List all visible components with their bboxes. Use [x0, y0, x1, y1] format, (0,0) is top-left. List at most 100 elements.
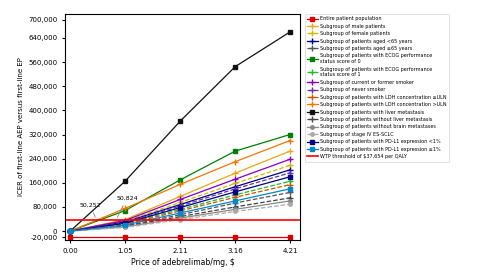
Text: 50,252: 50,252: [80, 202, 101, 217]
Subgroup of patients with liver metastasis: [178, 119, 184, 123]
Line: Subgroup of patients with ECOG performance
status score of 1: Subgroup of patients with ECOG performan…: [68, 179, 293, 234]
Subgroup of patients with PD-L1 expression ≥1%: [178, 211, 184, 215]
Subgroup of patients with LDH concentration >ULN: [178, 183, 184, 186]
Subgroup of female patients: [178, 201, 184, 204]
Subgroup of female patients: [67, 229, 73, 233]
Subgroup of never smoker: [232, 187, 238, 190]
Subgroup of patients aged ≥65 years: [287, 191, 293, 194]
Subgroup of patients with PD-L1 expression ≥1%: [232, 199, 238, 203]
Subgroup of male patients: [67, 229, 73, 233]
Subgroup of patients with LDH concentration >ULN: [287, 139, 293, 142]
Line: Entire patient population: Entire patient population: [68, 235, 292, 239]
Entire patient population: [67, 235, 73, 239]
Subgroup of patients with ECOG performance
status score of 0: [232, 149, 238, 153]
Line: Subgroup of male patients: Subgroup of male patients: [68, 148, 293, 234]
Subgroup of patients with PD-L1 expression <1%: [287, 175, 293, 178]
Subgroup of patients with ECOG performance
status score of 1: [67, 229, 73, 233]
Subgroup of patients with ECOG performance
status score of 1: [122, 222, 128, 225]
Text: 50,824: 50,824: [116, 195, 138, 217]
Subgroup of patients aged ≥65 years: [67, 229, 73, 233]
Subgroup of patients with LDH concentration >ULN: [67, 229, 73, 233]
Subgroup of patients with ECOG performance
status score of 0: [122, 209, 128, 212]
Subgroup of stage IV ES-SCLC: [232, 210, 238, 213]
Subgroup of current or former smoker: [122, 219, 128, 222]
Subgroup of patients with liver metastasis: [67, 229, 73, 233]
Subgroup of patients with liver metastasis: [287, 30, 293, 34]
Subgroup of patients without liver metastasis: [122, 225, 128, 228]
Subgroup of patients without brain metastases: [67, 229, 73, 233]
Subgroup of patients without brain metastases: [122, 225, 128, 229]
Subgroup of current or former smoker: [287, 158, 293, 161]
Subgroup of patients without liver metastasis: [178, 215, 184, 218]
Subgroup of patients aged <65 years: [287, 168, 293, 171]
Subgroup of patients aged <65 years: [178, 203, 184, 206]
Subgroup of patients without brain metastases: [178, 216, 184, 220]
Line: Subgroup of female patients: Subgroup of female patients: [68, 163, 293, 234]
Line: Subgroup of patients aged <65 years: Subgroup of patients aged <65 years: [68, 167, 293, 234]
Subgroup of female patients: [287, 164, 293, 167]
Subgroup of patients aged <65 years: [122, 220, 128, 224]
Subgroup of patients without liver metastasis: [67, 229, 73, 233]
Line: Subgroup of never smoker: Subgroup of never smoker: [68, 170, 293, 234]
Subgroup of patients without liver metastasis: [287, 196, 293, 200]
Subgroup of female patients: [122, 220, 128, 223]
Entire patient population: [178, 235, 184, 239]
Subgroup of patients with PD-L1 expression ≥1%: [122, 223, 128, 227]
Subgroup of never smoker: [67, 229, 73, 233]
Subgroup of patients without liver metastasis: [232, 205, 238, 209]
Subgroup of patients with LDH concentration >ULN: [122, 207, 128, 210]
Y-axis label: ICER of first-line AEP versus first-line EP: ICER of first-line AEP versus first-line…: [18, 57, 24, 197]
Subgroup of patients with LDH concentration ≤ULN: [178, 209, 184, 213]
Subgroup of stage IV ES-SCLC: [122, 226, 128, 229]
Subgroup of patients with liver metastasis: [232, 65, 238, 68]
Subgroup of patients with PD-L1 expression <1%: [178, 206, 184, 209]
Subgroup of patients with LDH concentration ≤ULN: [232, 196, 238, 199]
Subgroup of male patients: [178, 195, 184, 198]
Line: Subgroup of patients without liver metastasis: Subgroup of patients without liver metas…: [68, 195, 293, 234]
Subgroup of patients with LDH concentration ≤ULN: [122, 223, 128, 226]
Subgroup of patients with PD-L1 expression <1%: [232, 190, 238, 193]
Subgroup of patients with liver metastasis: [122, 180, 128, 183]
Subgroup of patients with PD-L1 expression <1%: [122, 222, 128, 225]
Subgroup of patients aged ≥65 years: [122, 224, 128, 227]
Subgroup of female patients: [232, 182, 238, 185]
Subgroup of patients without brain metastases: [232, 208, 238, 211]
Subgroup of patients with ECOG performance
status score of 1: [178, 208, 184, 211]
Entire patient population: [287, 235, 293, 239]
Line: Subgroup of patients with ECOG performance
status score of 0: Subgroup of patients with ECOG performan…: [68, 133, 292, 233]
Subgroup of patients without brain metastases: [287, 199, 293, 203]
Line: Subgroup of patients with LDH concentration >ULN: Subgroup of patients with LDH concentrat…: [68, 138, 293, 234]
Subgroup of male patients: [287, 149, 293, 153]
Entire patient population: [232, 235, 238, 239]
Line: Subgroup of patients with PD-L1 expression ≥1%: Subgroup of patients with PD-L1 expressi…: [68, 187, 292, 233]
Subgroup of male patients: [232, 171, 238, 175]
Subgroup of male patients: [122, 218, 128, 221]
Subgroup of patients with ECOG performance
status score of 1: [287, 180, 293, 183]
Line: Subgroup of patients aged ≥65 years: Subgroup of patients aged ≥65 years: [68, 190, 293, 234]
Subgroup of patients with ECOG performance
status score of 0: [287, 133, 293, 136]
Subgroup of stage IV ES-SCLC: [178, 218, 184, 221]
Entire patient population: [122, 235, 128, 239]
Subgroup of patients with LDH concentration ≤ULN: [287, 183, 293, 186]
Line: Subgroup of patients without brain metastases: Subgroup of patients without brain metas…: [68, 199, 292, 233]
Line: Subgroup of current or former smoker: Subgroup of current or former smoker: [68, 156, 293, 234]
Subgroup of stage IV ES-SCLC: [287, 203, 293, 206]
Line: Subgroup of patients with liver metastasis: Subgroup of patients with liver metastas…: [68, 30, 292, 233]
Line: Subgroup of patients with LDH concentration ≤ULN: Subgroup of patients with LDH concentrat…: [68, 182, 293, 234]
Subgroup of patients with ECOG performance
status score of 1: [232, 193, 238, 197]
Subgroup of patients with ECOG performance
status score of 0: [178, 178, 184, 181]
Subgroup of patients aged ≥65 years: [178, 213, 184, 216]
Subgroup of current or former smoker: [178, 198, 184, 201]
Subgroup of patients with PD-L1 expression ≥1%: [67, 229, 73, 233]
Subgroup of patients with PD-L1 expression <1%: [67, 229, 73, 233]
Subgroup of stage IV ES-SCLC: [67, 229, 73, 233]
X-axis label: Price of adebrelimab/mg, $: Price of adebrelimab/mg, $: [130, 258, 234, 267]
Subgroup of patients with LDH concentration ≤ULN: [67, 229, 73, 233]
Subgroup of never smoker: [178, 204, 184, 208]
Subgroup of patients aged <65 years: [67, 229, 73, 233]
Subgroup of patients aged ≥65 years: [232, 201, 238, 205]
Subgroup of patients with ECOG performance
status score of 0: [67, 229, 73, 233]
Line: Subgroup of stage IV ES-SCLC: Subgroup of stage IV ES-SCLC: [68, 203, 292, 233]
Subgroup of patients with PD-L1 expression ≥1%: [287, 187, 293, 190]
Legend: Entire patient population, Subgroup of male patients, Subgroup of female patient: Entire patient population, Subgroup of m…: [304, 14, 449, 161]
